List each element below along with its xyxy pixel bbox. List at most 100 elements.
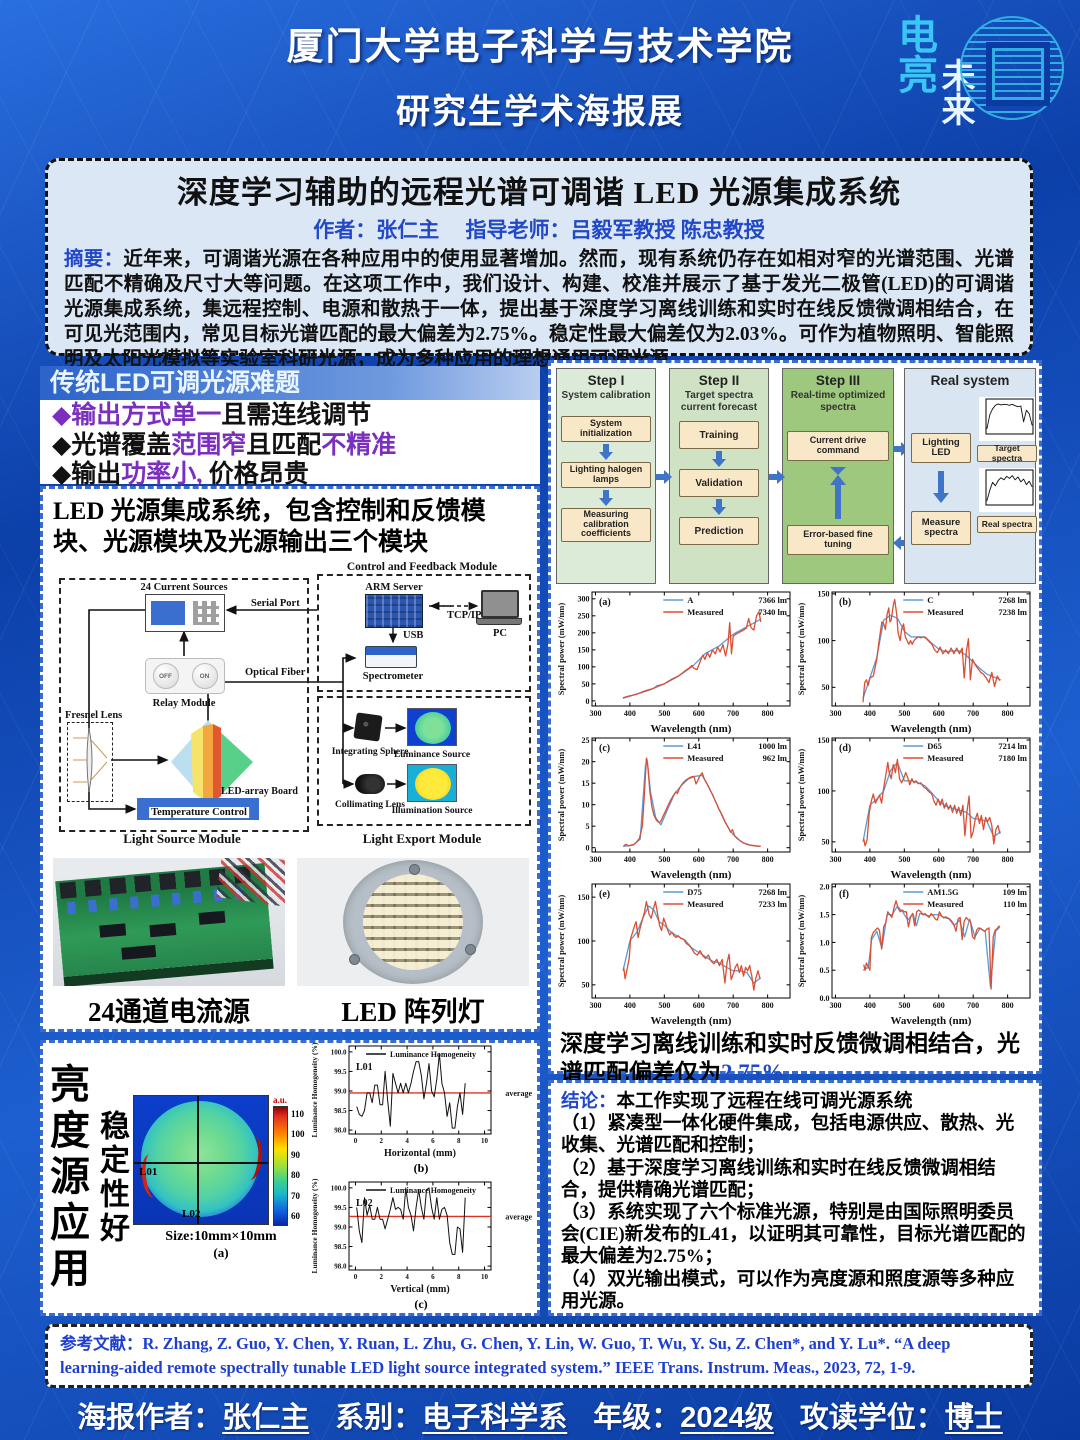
current-source-photo: 24通道电流源 bbox=[53, 858, 285, 1029]
svg-text:Measured: Measured bbox=[687, 899, 723, 909]
svg-text:300: 300 bbox=[829, 855, 841, 864]
svg-text:6: 6 bbox=[431, 1273, 435, 1281]
heatmap-figure: L01 L02 a.u. 110 100 90 80 70 bbox=[133, 1095, 309, 1261]
svg-text:800: 800 bbox=[1002, 1001, 1014, 1010]
svg-text:150: 150 bbox=[818, 736, 830, 745]
svg-text:10: 10 bbox=[481, 1273, 489, 1281]
chart-a: 300 400 500 600 700 800 0 50 100 150 200 250 300 A 736… bbox=[556, 591, 791, 734]
svg-text:109 lm: 109 lm bbox=[1003, 887, 1027, 897]
relay-label: Relay Module bbox=[152, 698, 216, 709]
svg-text:Horizontal (mm): Horizontal (mm) bbox=[384, 1148, 456, 1158]
svg-text:Measured: Measured bbox=[927, 753, 963, 763]
svg-text:800: 800 bbox=[762, 855, 774, 864]
references-box: 参考文献：R. Zhang, Z. Guo, Y. Chen, Y. Ruan,… bbox=[45, 1324, 1033, 1388]
problems-panel: 传统LED可调光源难题 ◆输出方式单一且需连线调节 ◆光谱覆盖范围窄且匹配不精准… bbox=[40, 366, 540, 488]
svg-text:150: 150 bbox=[578, 893, 590, 902]
svg-text:700: 700 bbox=[967, 709, 979, 718]
svg-text:500: 500 bbox=[898, 1001, 910, 1010]
footer-dept-value: 电子科学系 bbox=[422, 1402, 568, 1434]
target-spectra-mini-chart bbox=[979, 397, 1035, 441]
svg-text:D75: D75 bbox=[687, 887, 702, 897]
svg-text:600: 600 bbox=[933, 709, 945, 718]
luminance-side-label: 亮度源应用 bbox=[44, 1063, 89, 1293]
logo-seal-icon bbox=[960, 16, 1064, 120]
fresnel-label: Fresnel Lens bbox=[65, 710, 123, 721]
svg-text:Measured: Measured bbox=[687, 607, 723, 617]
arm-server-board bbox=[365, 594, 423, 628]
svg-text:Spectral power (mW/nm): Spectral power (mW/nm) bbox=[796, 895, 806, 988]
logo-text-1: 电亮 bbox=[892, 14, 936, 94]
svg-text:15: 15 bbox=[582, 779, 590, 788]
current-sources-box bbox=[145, 594, 225, 632]
svg-text:300: 300 bbox=[829, 1001, 841, 1010]
pc-label: PC bbox=[493, 628, 507, 639]
svg-text:600: 600 bbox=[693, 709, 705, 718]
cfm-label: Control and Feedback Module bbox=[346, 561, 498, 573]
led-system-heading: LED 光源集成系统，包含控制和反馈模块、光源模块及光源输出三个模块 bbox=[53, 498, 486, 556]
svg-text:50: 50 bbox=[582, 680, 590, 689]
illumination-source-label: Illumination Source bbox=[391, 806, 473, 816]
svg-text:200: 200 bbox=[578, 629, 590, 638]
svg-text:400: 400 bbox=[864, 709, 876, 718]
svg-text:4: 4 bbox=[405, 1137, 409, 1145]
svg-text:Wavelength (nm): Wavelength (nm) bbox=[651, 1015, 732, 1026]
references-label: 参考文献： bbox=[60, 1334, 143, 1353]
chart-b-subletter: (b) bbox=[413, 1161, 429, 1175]
advisor: 指导老师：吕毅军教授 陈忠教授 bbox=[465, 218, 765, 242]
svg-text:700: 700 bbox=[727, 1001, 739, 1010]
led-array-caption: LED 阵列灯 bbox=[341, 997, 485, 1027]
lsm-label: Light Source Module bbox=[123, 831, 241, 846]
svg-text:7268 lm: 7268 lm bbox=[998, 595, 1027, 605]
problem-bullet-2: ◆光谱覆盖范围窄且匹配不精准 bbox=[52, 431, 397, 459]
svg-text:100: 100 bbox=[818, 787, 830, 796]
svg-text:Measured: Measured bbox=[687, 753, 723, 763]
heatmap-l01-label: L01 bbox=[139, 1166, 158, 1178]
svg-text:700: 700 bbox=[967, 1001, 979, 1010]
svg-text:600: 600 bbox=[933, 1001, 945, 1010]
svg-text:2: 2 bbox=[380, 1137, 384, 1145]
svg-text:Measured: Measured bbox=[927, 899, 963, 909]
pc-icon bbox=[476, 590, 522, 625]
footer-dept-label: 系别： bbox=[335, 1402, 423, 1434]
chart-e: 300 400 500 600 700 800 50 100 150 D75 7268 lm Meas… bbox=[556, 883, 791, 1026]
svg-text:400: 400 bbox=[864, 855, 876, 864]
svg-text:962 lm: 962 lm bbox=[763, 753, 787, 763]
svg-text:100.0: 100.0 bbox=[331, 1048, 347, 1056]
svg-text:Spectral power (mW/nm): Spectral power (mW/nm) bbox=[556, 749, 566, 842]
svg-text:average: average bbox=[505, 1212, 532, 1221]
svg-text:(f): (f) bbox=[839, 889, 849, 900]
svg-text:Wavelength (nm): Wavelength (nm) bbox=[651, 723, 732, 734]
illumination-source-image bbox=[407, 764, 457, 802]
svg-text:800: 800 bbox=[1002, 709, 1014, 718]
footer-grade-label: 年级： bbox=[593, 1402, 681, 1434]
svg-text:150: 150 bbox=[818, 590, 830, 599]
logo: 电亮 未来 bbox=[886, 6, 1066, 144]
footer-degree-value: 博士 bbox=[944, 1402, 1003, 1434]
conclusion-item: （1）紧凑型一体化硬件集成，包括电源供应、散热、光收集、光谱匹配和控制； bbox=[561, 1114, 1015, 1157]
footer-author-label: 海报作者： bbox=[77, 1402, 223, 1434]
spectrometer-box bbox=[365, 646, 417, 668]
flowchart: Step I System calibration System initial… bbox=[556, 368, 1037, 584]
abstract: 摘要：近年来，可调谐光源在各种应用中的使用显著增加。然而，现有系统仍存在如相对窄… bbox=[64, 248, 1014, 373]
current-source-caption: 24通道电流源 bbox=[88, 997, 250, 1027]
svg-text:7268 lm: 7268 lm bbox=[758, 887, 787, 897]
authors-line: 作者：张仁主 指导老师：吕毅军教授 陈忠教授 bbox=[64, 214, 1014, 244]
stability-side-label: 稳定性好 bbox=[95, 1110, 128, 1246]
on-button: ON bbox=[191, 663, 218, 689]
heatmap-l02-label: L02 bbox=[182, 1208, 201, 1220]
svg-text:0: 0 bbox=[586, 844, 590, 853]
collimating-lens-label: Collimating Lens bbox=[335, 800, 405, 810]
svg-text:99.0: 99.0 bbox=[334, 1087, 347, 1095]
svg-text:20: 20 bbox=[582, 758, 590, 767]
svg-text:C: C bbox=[927, 595, 933, 605]
chart-b: 300 400 500 600 700 800 50 100 150 C 7268 lm Measur… bbox=[796, 590, 1031, 734]
svg-text:AM1.5G: AM1.5G bbox=[927, 887, 959, 897]
chart-c-subletter: (c) bbox=[414, 1297, 428, 1311]
abstract-label: 摘要： bbox=[64, 249, 124, 270]
svg-text:400: 400 bbox=[624, 1001, 636, 1010]
homogeneity-charts: 0 2 4 6 8 10 98.0 98.5 99.0 99.5 100.0 average Lumin… bbox=[309, 1042, 533, 1314]
spectra-charts: 300 400 500 600 700 800 0 50 100 150 200 250 300 A 736… bbox=[556, 588, 1038, 1026]
flow-box: Measuring calibration coefficients bbox=[561, 507, 651, 542]
colorbar-title: a.u. bbox=[273, 1095, 288, 1105]
conclusion-intro: 本工作实现了远程在线可调光源系统 bbox=[616, 1092, 913, 1112]
